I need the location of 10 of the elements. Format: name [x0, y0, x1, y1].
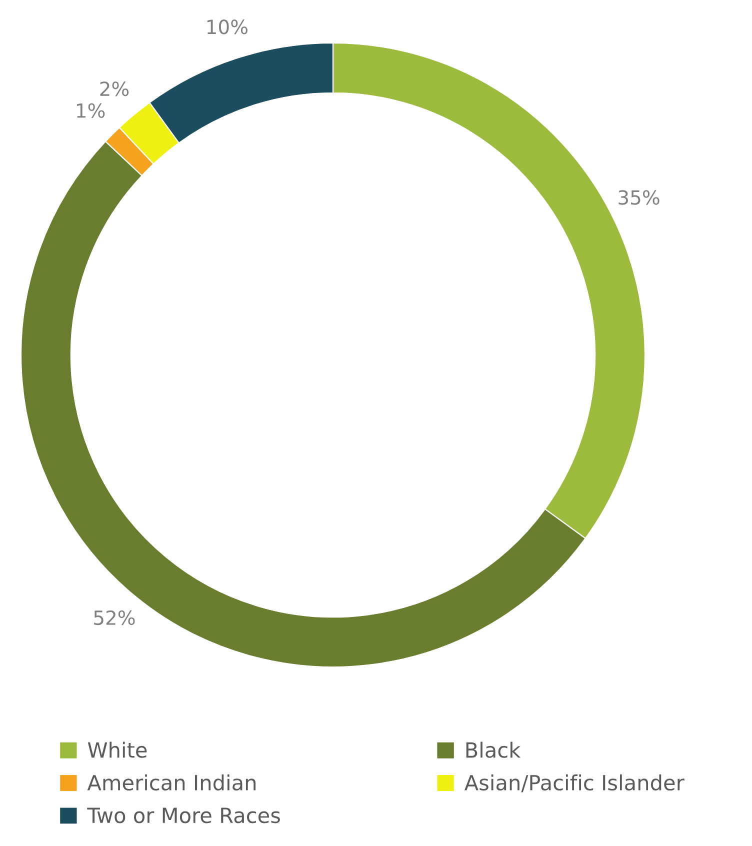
legend-label: Asian/Pacific Islander [464, 774, 684, 792]
data-label: 2% [100, 81, 129, 96]
data-label: 1% [77, 103, 105, 118]
legend-label: Two or More Races [87, 808, 280, 824]
data-label: 52% [94, 610, 135, 626]
legend-label: American Indian [87, 774, 256, 791]
legend-label: White [88, 742, 147, 758]
legend-label: Black [466, 742, 521, 758]
data-label: 35% [618, 190, 660, 205]
data-label: 10% [207, 20, 248, 34]
